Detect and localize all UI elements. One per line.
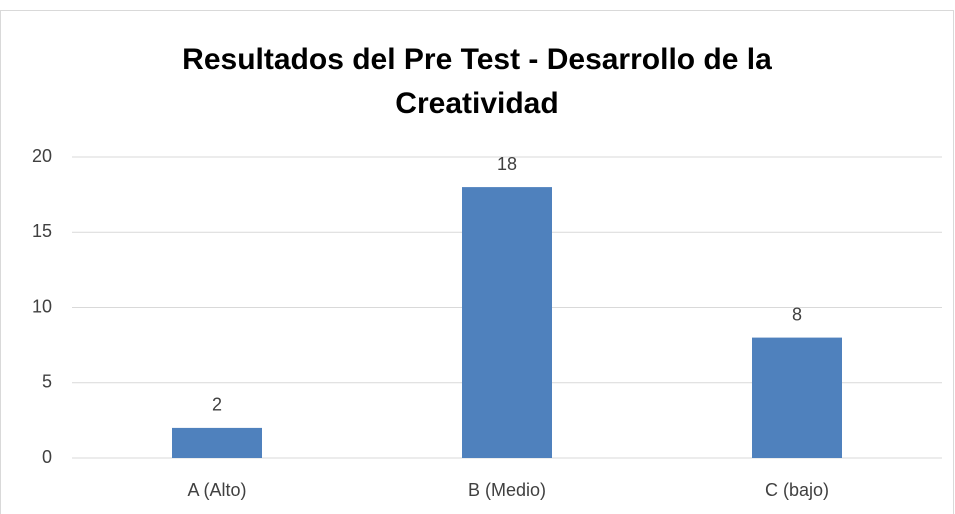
y-tick-label: 20 <box>32 146 52 166</box>
chart-border <box>0 10 954 514</box>
x-tick-label: A (Alto) <box>187 480 246 500</box>
y-tick-label: 15 <box>32 221 52 241</box>
y-tick-label: 5 <box>42 372 52 392</box>
y-tick-label: 0 <box>42 447 52 467</box>
data-label: 18 <box>497 154 517 174</box>
data-label: 8 <box>792 304 802 324</box>
y-tick-label: 10 <box>32 296 52 316</box>
chart-title: Resultados del Pre Test - Desarrollo de … <box>182 43 772 120</box>
bar <box>462 187 552 458</box>
data-label: 2 <box>212 395 222 415</box>
x-tick-label: C (bajo) <box>765 480 829 500</box>
x-tick-label: B (Medio) <box>468 480 546 500</box>
bar <box>172 427 262 458</box>
bar <box>752 337 842 458</box>
